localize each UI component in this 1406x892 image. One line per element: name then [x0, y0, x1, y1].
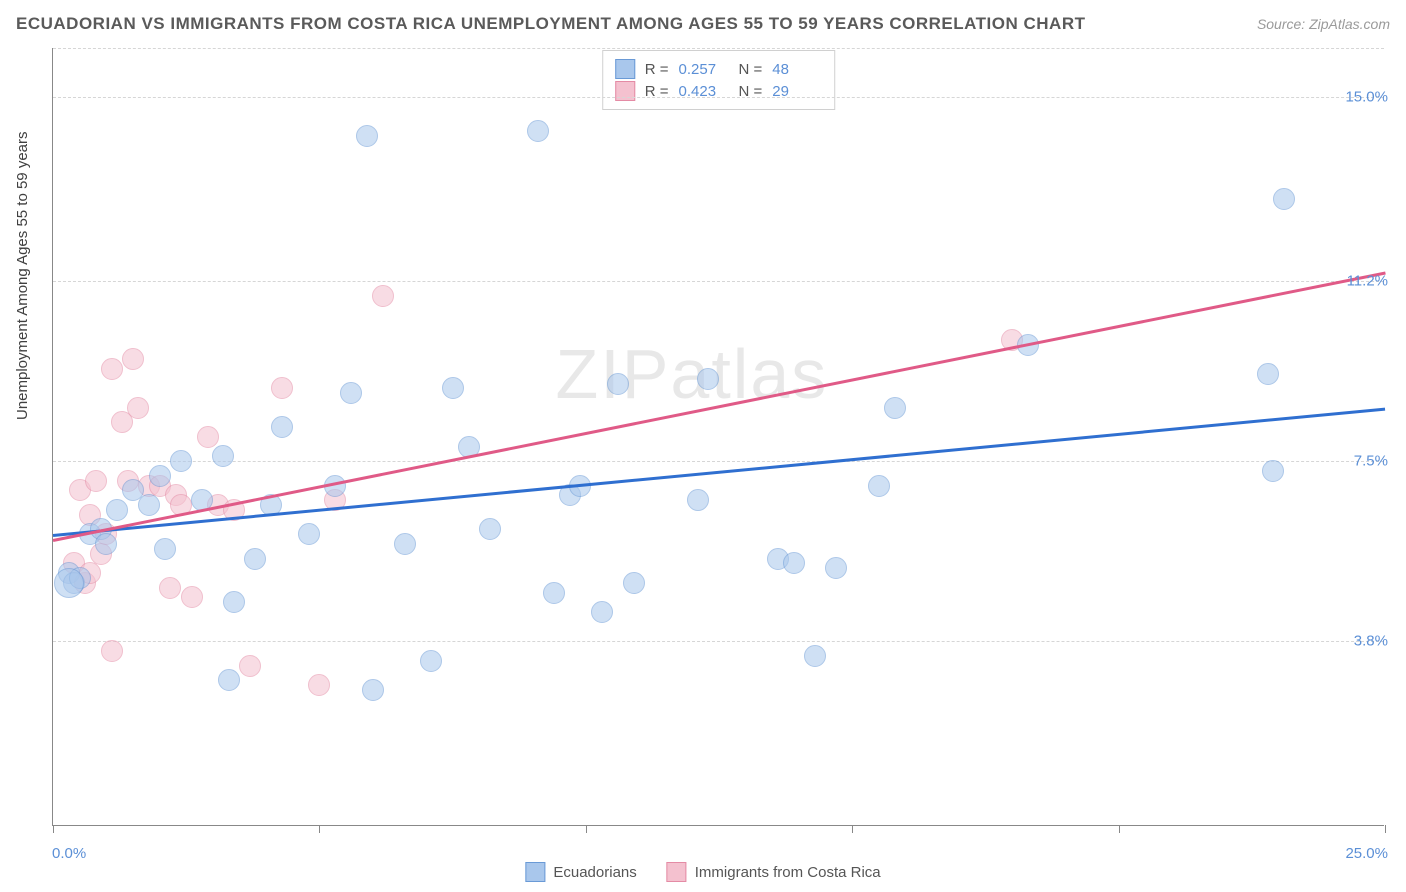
data-point: [340, 382, 362, 404]
gridline: [53, 461, 1384, 462]
data-point: [607, 373, 629, 395]
data-point: [697, 368, 719, 390]
gridline: [53, 641, 1384, 642]
stats-row: R = 0.257 N = 48: [615, 59, 823, 79]
gridline: [53, 48, 1384, 49]
chart-title: ECUADORIAN VS IMMIGRANTS FROM COSTA RICA…: [16, 14, 1086, 34]
swatch-icon: [615, 59, 635, 79]
x-tick: [1119, 825, 1120, 833]
data-point: [101, 640, 123, 662]
bottom-legend: Ecuadorians Immigrants from Costa Rica: [525, 862, 880, 882]
data-point: [271, 416, 293, 438]
data-point: [101, 358, 123, 380]
stat-r-label: R =: [645, 61, 669, 78]
data-point: [543, 582, 565, 604]
data-point: [527, 120, 549, 142]
x-tick: [852, 825, 853, 833]
y-tick-label: 11.2%: [1347, 273, 1388, 290]
data-point: [868, 475, 890, 497]
x-min-label: 0.0%: [52, 845, 86, 862]
data-point: [54, 568, 84, 598]
stat-n-value: 48: [772, 61, 822, 78]
data-point: [783, 552, 805, 574]
data-point: [623, 572, 645, 594]
data-point: [223, 591, 245, 613]
swatch-icon: [615, 81, 635, 101]
legend-item: Immigrants from Costa Rica: [667, 862, 881, 882]
x-max-label: 25.0%: [1345, 845, 1388, 862]
source-label: Source: ZipAtlas.com: [1257, 16, 1390, 32]
gridline: [53, 281, 1384, 282]
data-point: [271, 377, 293, 399]
data-point: [122, 348, 144, 370]
data-point: [1257, 363, 1279, 385]
data-point: [181, 586, 203, 608]
legend-label: Ecuadorians: [553, 864, 636, 881]
x-tick: [319, 825, 320, 833]
watermark: ZIPatlas: [555, 334, 828, 414]
data-point: [442, 377, 464, 399]
data-point: [239, 655, 261, 677]
data-point: [591, 601, 613, 623]
data-point: [127, 397, 149, 419]
data-point: [106, 499, 128, 521]
data-point: [356, 125, 378, 147]
x-tick: [586, 825, 587, 833]
data-point: [149, 465, 171, 487]
data-point: [244, 548, 266, 570]
data-point: [372, 285, 394, 307]
gridline: [53, 97, 1384, 98]
data-point: [308, 674, 330, 696]
data-point: [804, 645, 826, 667]
data-point: [212, 445, 234, 467]
data-point: [159, 577, 181, 599]
data-point: [362, 679, 384, 701]
data-point: [1262, 460, 1284, 482]
data-point: [154, 538, 176, 560]
data-point: [420, 650, 442, 672]
y-tick-label: 15.0%: [1345, 88, 1388, 105]
data-point: [394, 533, 416, 555]
legend-item: Ecuadorians: [525, 862, 636, 882]
swatch-icon: [667, 862, 687, 882]
data-point: [825, 557, 847, 579]
data-point: [95, 533, 117, 555]
data-point: [218, 669, 240, 691]
data-point: [298, 523, 320, 545]
legend-label: Immigrants from Costa Rica: [695, 864, 881, 881]
data-point: [85, 470, 107, 492]
data-point: [138, 494, 160, 516]
data-point: [1273, 188, 1295, 210]
y-tick-label: 3.8%: [1354, 633, 1388, 650]
x-tick: [1385, 825, 1386, 833]
swatch-icon: [525, 862, 545, 882]
stat-r-value: 0.257: [679, 61, 729, 78]
title-bar: ECUADORIAN VS IMMIGRANTS FROM COSTA RICA…: [16, 12, 1390, 36]
stat-n-label: N =: [739, 61, 763, 78]
trend-line: [53, 272, 1385, 542]
stats-row: R = 0.423 N = 29: [615, 81, 823, 101]
data-point: [170, 450, 192, 472]
plot-area: ZIPatlas R = 0.257 N = 48 R = 0.423 N = …: [52, 48, 1384, 826]
y-axis-label: Unemployment Among Ages 55 to 59 years: [14, 131, 31, 420]
stats-legend: R = 0.257 N = 48 R = 0.423 N = 29: [602, 50, 836, 110]
data-point: [687, 489, 709, 511]
data-point: [197, 426, 219, 448]
x-tick: [53, 825, 54, 833]
data-point: [479, 518, 501, 540]
data-point: [884, 397, 906, 419]
y-tick-label: 7.5%: [1354, 453, 1388, 470]
trend-line: [53, 408, 1385, 537]
